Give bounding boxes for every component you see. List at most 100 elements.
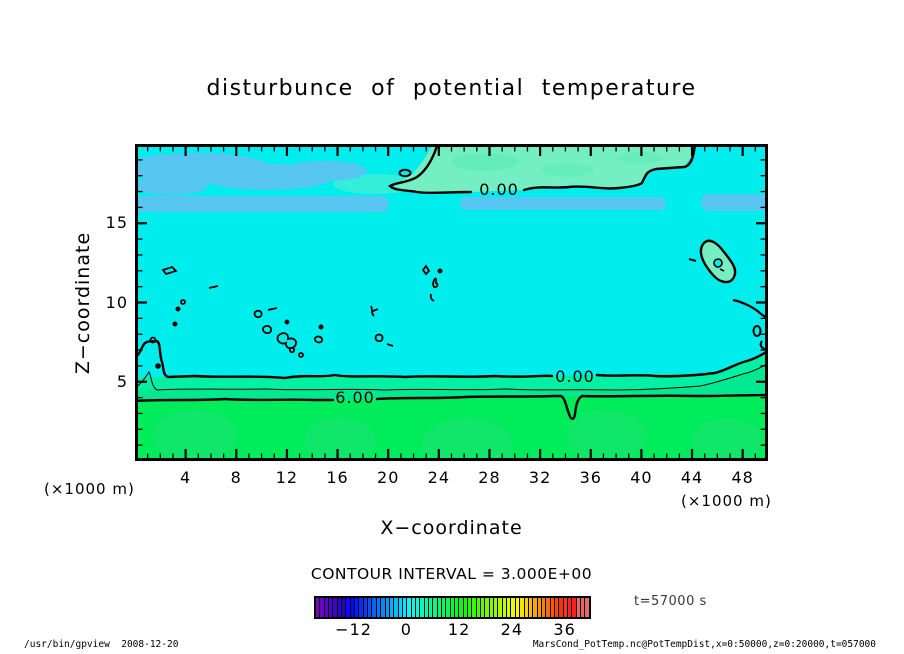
colorbar-cell (337, 598, 342, 617)
colorbar-cell (359, 598, 363, 617)
colorbar-cell (363, 598, 368, 617)
colorbar-cell (572, 598, 576, 617)
contour-interval-label: CONTOUR INTERVAL = 3.000E+00 (310, 565, 593, 583)
z-axis-unit: (×1000 m) (44, 480, 135, 498)
colorbar-cell (455, 598, 459, 617)
contour-line-upper-zero (388, 144, 697, 195)
field-band-0-3 (135, 351, 768, 390)
colorbar-cell (585, 598, 589, 617)
colorbar-cell (528, 598, 533, 617)
colorbar-cell (511, 598, 515, 617)
colorbar-cell (498, 598, 502, 617)
footer-dataset: MarsCond_PotTemp.nc@PotTempDist,x=0:5000… (532, 639, 876, 650)
colorbar-cell (355, 598, 359, 617)
colorbar-cell (507, 598, 511, 617)
x-tick-label: 40 (630, 468, 653, 487)
colorbar-cell (398, 598, 402, 617)
colorbar-cell (329, 598, 333, 617)
footer-command: /usr/bin/gpview 2008-12-20 (24, 639, 179, 650)
page-title: disturbunce of potential temperature (206, 76, 697, 101)
field-green-blob (451, 153, 519, 171)
z-tick-label: 5 (116, 371, 128, 391)
colorbar-cell (546, 598, 550, 617)
colorbar-cell (559, 598, 563, 617)
x-tick-label: 44 (680, 468, 704, 487)
colorbar-cell (433, 598, 437, 617)
colorbar-tick-label: −12 (335, 620, 372, 639)
x-tick-label: 24 (427, 468, 451, 487)
colorbar-cell (446, 598, 450, 617)
field-band-3-6 (135, 363, 768, 401)
colorbar-cell (533, 598, 537, 617)
contour-line-three (135, 362, 768, 391)
colorbar-cell (550, 598, 554, 617)
colorbar-cell (502, 598, 507, 617)
colorbar (314, 596, 591, 619)
colorbar-cell (381, 598, 385, 617)
plot-area: 0.00 0.00 6.00 (135, 144, 768, 461)
x-tick-label: 4 (180, 468, 192, 487)
colorbar-cell (385, 598, 389, 617)
colorbar-cell (472, 598, 476, 617)
colorbar-cell (576, 598, 580, 617)
colorbar-cell (524, 598, 528, 617)
colorbar-cell (402, 598, 407, 617)
colorbar-cell (372, 598, 376, 617)
colorbar-cell (441, 598, 446, 617)
colorbar-cell (389, 598, 394, 617)
colorbar-cell (316, 598, 320, 617)
colorbar-cell (376, 598, 381, 617)
colorbar-cell (567, 598, 572, 617)
colorbar-tick-label: 12 (447, 620, 471, 639)
colorbar-cell (346, 598, 350, 617)
contour-label-upper-zero: 0.00 (479, 180, 519, 199)
colorbar-cell (411, 598, 415, 617)
colorbar-cell (320, 598, 324, 617)
field-green-blob (618, 152, 662, 164)
contour-label-six: 6.00 (335, 388, 375, 407)
colorbar-cell (415, 598, 420, 617)
colorbar-cell (333, 598, 337, 617)
colorbar-cell (468, 598, 472, 617)
colorbar-cell (489, 598, 494, 617)
colorbar-cell (463, 598, 468, 617)
colorbar-cell (476, 598, 481, 617)
colorbar-cell (437, 598, 441, 617)
colorbar-tick-label: 36 (553, 620, 576, 639)
z-tick-label: 15 (105, 213, 128, 233)
colorbar-cell (563, 598, 567, 617)
colorbar-cell (407, 598, 411, 617)
colorbar-cell (580, 598, 585, 617)
colorbar-cell (481, 598, 485, 617)
colorbar-cell (494, 598, 498, 617)
colorbar-cell (350, 598, 355, 617)
colorbar-cell (520, 598, 524, 617)
colorbar-cell (428, 598, 433, 617)
x-tick-label: 32 (528, 468, 552, 487)
field-green-blotches (153, 410, 763, 461)
colorbar-cell (537, 598, 541, 617)
colorbar-cell (342, 598, 346, 617)
x-tick-label: 20 (377, 468, 400, 487)
colorbar-cell (459, 598, 463, 617)
axis-ticks (138, 147, 765, 458)
x-tick-label: 8 (230, 468, 242, 487)
x-tick-label: 28 (478, 468, 501, 487)
x-tick-label: 12 (275, 468, 299, 487)
z-tick-label: 10 (105, 292, 128, 312)
contour-plot-svg: 0.00 0.00 6.00 (135, 144, 768, 461)
field-lightblue-patches (135, 153, 768, 212)
x-axis-label: X−coordinate (380, 517, 523, 539)
colorbar-cell (541, 598, 546, 617)
field-green-blob (541, 163, 593, 177)
contour-line-six (135, 393, 768, 421)
colorbar-tick-label: 0 (400, 620, 412, 639)
colorbar-cell (515, 598, 520, 617)
colorbar-cell (485, 598, 489, 617)
colorbar-cell (368, 598, 372, 617)
x-tick-label: 16 (326, 468, 349, 487)
colorbar-cell (324, 598, 329, 617)
colorbar-cell (424, 598, 428, 617)
colorbar-tick-label: 24 (500, 620, 524, 639)
